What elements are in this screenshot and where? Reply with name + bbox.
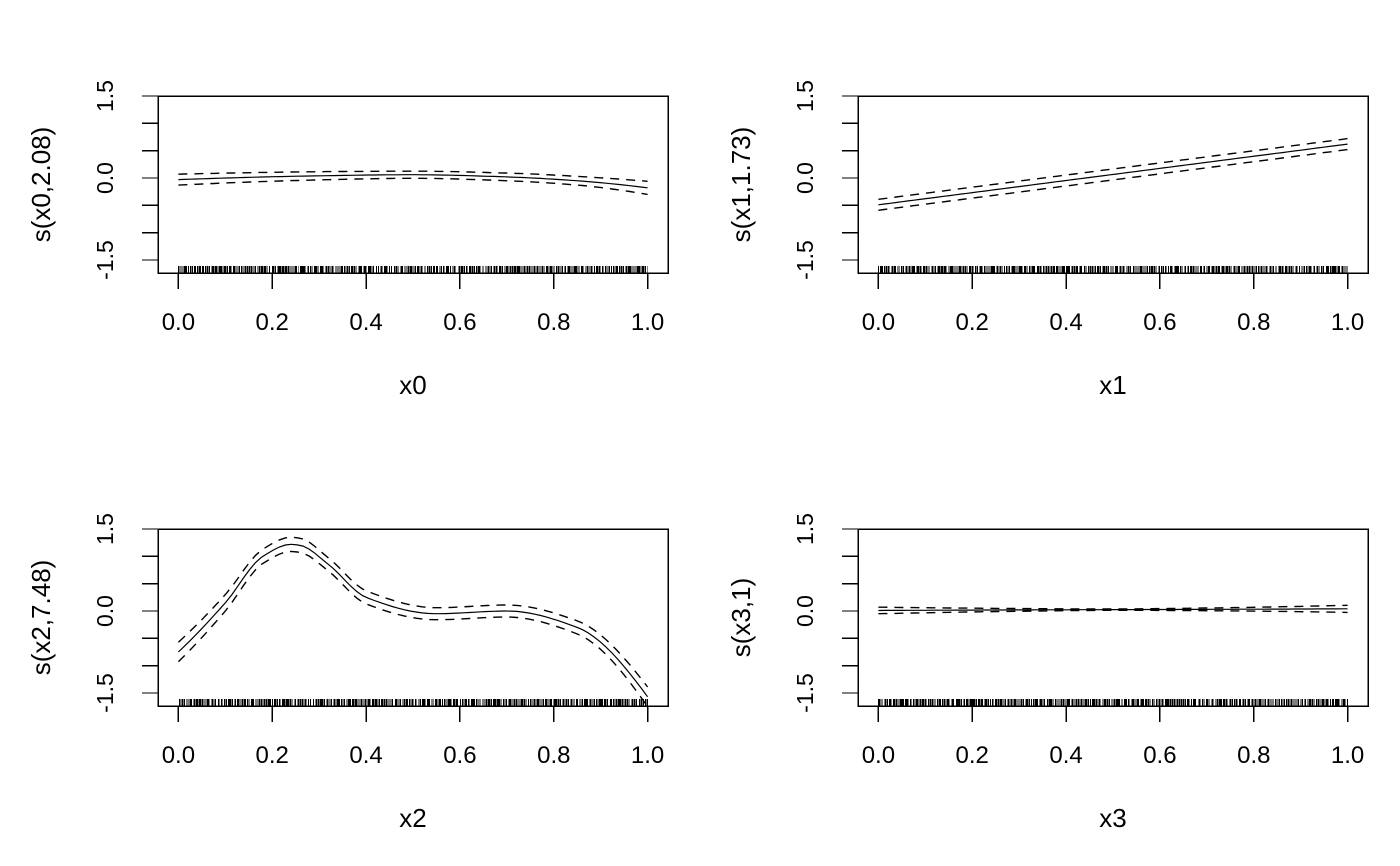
svg-text:0.2: 0.2 <box>256 742 289 769</box>
svg-text:1.0: 1.0 <box>1331 742 1364 769</box>
svg-text:0.0: 0.0 <box>92 162 118 194</box>
svg-text:1.0: 1.0 <box>631 309 664 336</box>
svg-text:0.0: 0.0 <box>792 162 818 194</box>
svg-text:x2: x2 <box>399 803 426 833</box>
svg-text:0.8: 0.8 <box>1237 742 1270 769</box>
svg-text:0.0: 0.0 <box>862 309 895 336</box>
svg-text:0.4: 0.4 <box>1049 742 1082 769</box>
svg-text:0.4: 0.4 <box>1049 309 1082 336</box>
svg-text:s(x1,1.73): s(x1,1.73) <box>726 127 756 243</box>
svg-text:x1: x1 <box>1099 370 1126 400</box>
svg-text:0.2: 0.2 <box>956 309 989 336</box>
svg-text:1.0: 1.0 <box>1331 309 1364 336</box>
svg-text:0.0: 0.0 <box>162 742 195 769</box>
svg-text:0.6: 0.6 <box>443 742 476 769</box>
svg-text:-1.5: -1.5 <box>92 673 118 713</box>
svg-text:0.8: 0.8 <box>1237 309 1270 336</box>
svg-text:0.0: 0.0 <box>92 595 118 627</box>
svg-text:x0: x0 <box>399 370 426 400</box>
svg-text:s(x2,7.48): s(x2,7.48) <box>26 560 56 676</box>
svg-text:1.5: 1.5 <box>792 513 818 545</box>
svg-text:1.5: 1.5 <box>792 80 818 112</box>
svg-text:-1.5: -1.5 <box>792 240 818 280</box>
svg-text:-1.5: -1.5 <box>92 240 118 280</box>
svg-text:0.0: 0.0 <box>162 309 195 336</box>
svg-text:s(x0,2.08): s(x0,2.08) <box>26 127 56 243</box>
svg-text:0.4: 0.4 <box>349 309 382 336</box>
svg-text:0.4: 0.4 <box>349 742 382 769</box>
svg-text:0.2: 0.2 <box>956 742 989 769</box>
svg-text:0.8: 0.8 <box>537 309 570 336</box>
svg-text:0.6: 0.6 <box>1143 309 1176 336</box>
svg-text:0.2: 0.2 <box>256 309 289 336</box>
svg-text:1.0: 1.0 <box>631 742 664 769</box>
svg-text:1.5: 1.5 <box>92 80 118 112</box>
svg-text:1.5: 1.5 <box>92 513 118 545</box>
svg-text:0.8: 0.8 <box>537 742 570 769</box>
svg-text:0.6: 0.6 <box>1143 742 1176 769</box>
svg-text:0.6: 0.6 <box>443 309 476 336</box>
svg-text:s(x3,1): s(x3,1) <box>726 578 756 657</box>
svg-text:-1.5: -1.5 <box>792 673 818 713</box>
svg-text:x3: x3 <box>1099 803 1126 833</box>
svg-text:0.0: 0.0 <box>862 742 895 769</box>
svg-text:0.0: 0.0 <box>792 595 818 627</box>
